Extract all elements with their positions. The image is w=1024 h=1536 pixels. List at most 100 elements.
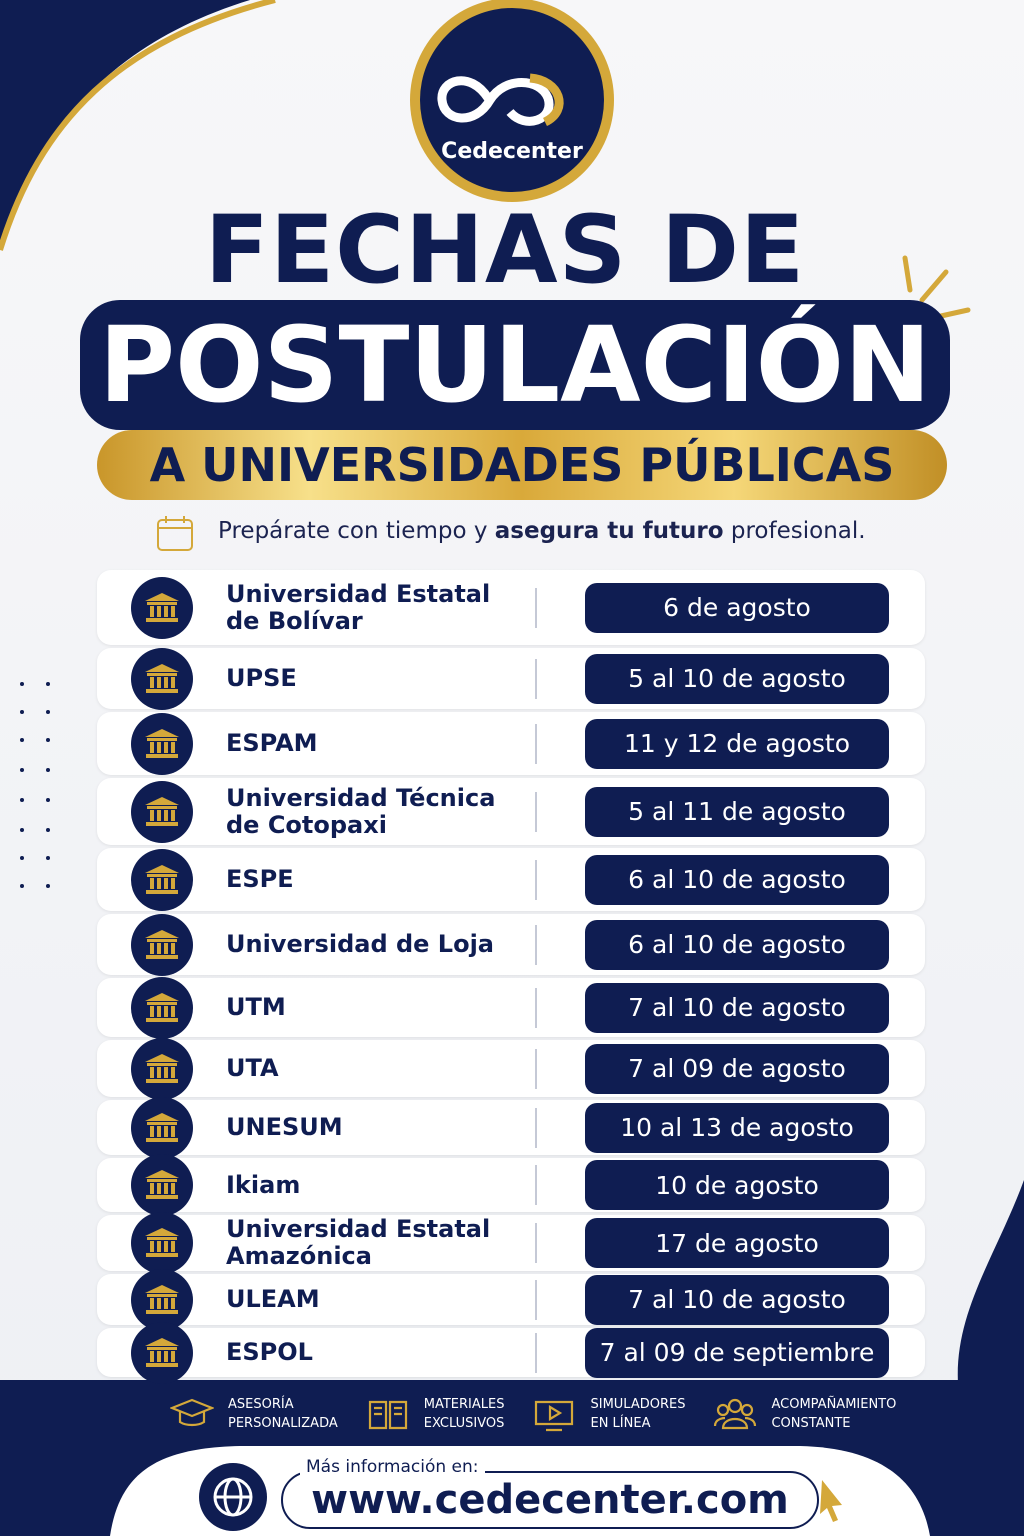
name-line: ESPE xyxy=(226,865,294,893)
date-pill: 5 al 10 de agosto xyxy=(585,653,889,704)
divider xyxy=(535,587,537,628)
divider xyxy=(535,1279,537,1320)
logo-text: Cedecenter xyxy=(441,139,583,164)
university-name: ESPOL xyxy=(226,1339,313,1366)
name-line: de Bolívar xyxy=(226,606,363,635)
date-pill: 10 de agosto xyxy=(585,1160,889,1210)
date-pill: 11 y 12 de agosto xyxy=(585,718,889,769)
university-icon xyxy=(131,1321,193,1384)
university-name: Universidad Técnica de Cotopaxi xyxy=(226,783,496,839)
university-icon xyxy=(131,1154,193,1216)
university-row: ESPAM 11 y 12 de agosto xyxy=(97,712,925,775)
university-name: Universidad de Loja xyxy=(226,931,494,958)
divider xyxy=(535,1223,537,1263)
university-name: Ikiam xyxy=(226,1170,301,1199)
date-pill: 5 al 11 de agosto xyxy=(585,786,889,837)
date-pill: 7 al 09 de agosto xyxy=(585,1043,889,1094)
university-name: ESPE xyxy=(226,866,294,893)
title-pill: POSTULACIÓN xyxy=(80,300,950,430)
divider xyxy=(535,924,537,965)
feature: SIMULADORES EN LÍNEA xyxy=(532,1395,685,1433)
feature-line: MATERIALES xyxy=(423,1397,505,1412)
feature-line: SIMULADORES xyxy=(590,1397,686,1412)
feature: MATERIALES EXCLUSIVOS xyxy=(366,1395,505,1433)
university-icon xyxy=(131,1212,193,1274)
title-line1: FECHAS DE xyxy=(204,196,806,305)
university-name: UTM xyxy=(226,994,286,1021)
divider xyxy=(535,1332,537,1373)
name-line: UTA xyxy=(226,1054,279,1082)
university-icon xyxy=(131,780,193,843)
name-line: Universidad de Loja xyxy=(226,930,494,958)
university-name: UPSE xyxy=(226,665,297,692)
divider xyxy=(535,791,537,832)
title-line2: POSTULACIÓN xyxy=(98,304,932,426)
university-row: UNESUM 10 al 13 de agosto xyxy=(97,1096,925,1159)
tagline: Prepárate con tiempo y asegura tu futuro… xyxy=(218,518,866,544)
university-row: UTM 7 al 10 de agosto xyxy=(97,976,925,1039)
name-line: Ikiam xyxy=(226,1170,301,1199)
date-pill: 10 al 13 de agosto xyxy=(585,1102,889,1153)
university-icon xyxy=(131,712,193,775)
university-row: Universidad Estatal Amazónica 17 de agosto xyxy=(97,1212,925,1274)
date-pill: 6 al 10 de agosto xyxy=(585,854,889,905)
feature: ASESORÍA PERSONALIZADA xyxy=(170,1395,338,1433)
name-line: ESPAM xyxy=(226,729,318,757)
ribbon-text: A UNIVERSIDADES PÚBLICAS xyxy=(149,438,895,492)
university-row: Universidad Estatal de Bolívar 6 de agosto xyxy=(97,570,925,645)
university-icon xyxy=(131,576,193,639)
university-name: ULEAM xyxy=(226,1286,320,1313)
university-name: Universidad Estatal Amazónica xyxy=(226,1216,490,1270)
university-icon xyxy=(131,1037,193,1100)
name-line: UNESUM xyxy=(226,1113,343,1141)
feature-line: ASESORÍA xyxy=(228,1397,294,1412)
name-line: de Cotopaxi xyxy=(226,810,387,839)
feature-line: EN LÍNEA xyxy=(590,1416,651,1431)
university-icon xyxy=(131,976,193,1039)
feature: ACOMPAÑAMIENTO CONSTANTE xyxy=(713,1395,896,1433)
name-line: ESPOL xyxy=(226,1338,313,1366)
divider xyxy=(535,1048,537,1089)
divider xyxy=(535,987,537,1028)
features-bar: ASESORÍA PERSONALIZADA MATERIALES EXCLUSIVO… xyxy=(0,1382,1024,1446)
university-icon xyxy=(131,647,193,710)
date-pill: 7 al 09 de septiembre xyxy=(585,1327,889,1378)
feature-line: EXCLUSIVOS xyxy=(423,1416,505,1431)
university-row: ESPE 6 al 10 de agosto xyxy=(97,848,925,911)
university-row: ESPOL 7 al 09 de septiembre xyxy=(97,1321,925,1384)
tagline-text: profesional. xyxy=(723,518,866,544)
date-pill: 7 al 10 de agosto xyxy=(585,1274,889,1325)
feature-line: CONSTANTE xyxy=(771,1416,851,1431)
tagline-bold: asegura tu futuro xyxy=(494,518,724,544)
feature-line: ACOMPAÑAMIENTO xyxy=(771,1397,897,1412)
feature-text: ACOMPAÑAMIENTO CONSTANTE xyxy=(771,1395,896,1433)
date-pill: 17 de agosto xyxy=(585,1218,889,1268)
university-row: ULEAM 7 al 10 de agosto xyxy=(97,1268,925,1331)
name-line: Universidad Técnica xyxy=(226,783,496,812)
university-row: Ikiam 10 de agosto xyxy=(97,1154,925,1216)
university-icon xyxy=(131,913,193,976)
date-pill: 6 de agosto xyxy=(585,582,889,633)
university-icon xyxy=(131,1268,193,1331)
feature-text: MATERIALES EXCLUSIVOS xyxy=(424,1395,505,1433)
university-name: ESPAM xyxy=(226,730,318,757)
university-name: UTA xyxy=(226,1055,279,1082)
tagline-text: Prepárate con tiempo y xyxy=(218,518,495,544)
divider xyxy=(535,1107,537,1148)
date-pill: 6 al 10 de agosto xyxy=(585,919,889,970)
university-name: Universidad Estatal de Bolívar xyxy=(226,579,491,635)
name-line: ULEAM xyxy=(226,1285,320,1313)
feature-text: ASESORÍA PERSONALIZADA xyxy=(228,1395,338,1433)
university-icon xyxy=(131,848,193,911)
divider xyxy=(535,658,537,699)
website-link[interactable]: www.cedecenter.com xyxy=(311,1477,789,1523)
university-row: UPSE 5 al 10 de agosto xyxy=(97,647,925,710)
feature-text: SIMULADORES EN LÍNEA xyxy=(590,1395,685,1433)
name-line: Universidad Estatal xyxy=(226,579,491,608)
university-name: UNESUM xyxy=(226,1114,343,1141)
name-line: Amazónica xyxy=(226,1242,372,1270)
footer-label: Más información en: xyxy=(300,1457,485,1477)
name-line: UTM xyxy=(226,993,286,1021)
